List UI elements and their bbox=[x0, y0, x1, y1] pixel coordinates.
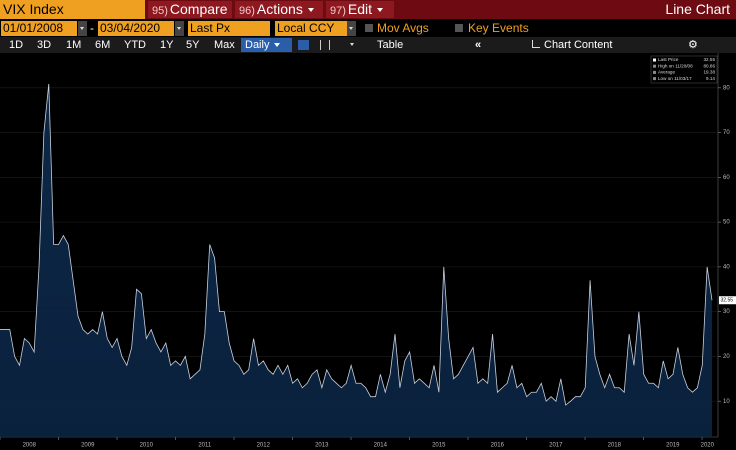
collapse-icon[interactable]: « bbox=[475, 39, 482, 51]
legend-swatch bbox=[653, 64, 656, 68]
key-events-label: Key Events bbox=[468, 21, 529, 35]
y-tick-label: 80 bbox=[723, 85, 730, 91]
x-tick-label: 2014 bbox=[374, 443, 388, 449]
period-button[interactable]: YTD bbox=[124, 39, 146, 51]
period-button[interactable]: 5Y bbox=[186, 39, 200, 51]
period-button[interactable]: 1Y bbox=[160, 39, 174, 51]
line-icon[interactable] bbox=[298, 40, 309, 50]
title-bar: VIX Index 95) Compare 96) Actions 97) Edit … bbox=[0, 0, 736, 19]
x-tick-label: 2010 bbox=[140, 443, 154, 449]
button-label: Actions bbox=[256, 1, 303, 17]
y-tick-label: 60 bbox=[723, 175, 730, 181]
x-tick-label: 2018 bbox=[608, 443, 622, 449]
security-field[interactable]: VIX Index bbox=[0, 0, 145, 19]
bar-icon[interactable] bbox=[320, 40, 330, 50]
legend-swatch bbox=[653, 77, 656, 81]
line bbox=[0, 83, 713, 406]
y-tick-label: 30 bbox=[723, 309, 730, 315]
end-date[interactable]: 03/04/2020 bbox=[98, 21, 174, 36]
y-tick-label: 70 bbox=[723, 130, 730, 136]
period-button[interactable]: 1D bbox=[9, 39, 24, 51]
button-label: Compare bbox=[169, 1, 228, 17]
legend-label: Average bbox=[658, 70, 675, 75]
y-tick-label: 20 bbox=[723, 354, 730, 360]
field-select[interactable]: Last Px bbox=[188, 21, 270, 36]
legend-swatch bbox=[653, 58, 656, 62]
currency-dropdown[interactable] bbox=[347, 21, 356, 36]
y-tick-label: 10 bbox=[723, 399, 730, 405]
x-tick-label: 2019 bbox=[666, 443, 680, 449]
x-tick-label: 2016 bbox=[491, 443, 505, 449]
currency-select[interactable]: Local CCY bbox=[275, 21, 347, 36]
settings-bar: 01/01/2008 - 03/04/2020 Last Px Local CC… bbox=[0, 19, 736, 37]
x-tick-label: 2017 bbox=[549, 443, 563, 449]
button-number: 97) bbox=[330, 5, 346, 17]
mov-avgs-label: Mov Avgs bbox=[377, 21, 429, 35]
calendar-button[interactable] bbox=[175, 21, 184, 36]
legend-value: 19.38 bbox=[704, 70, 716, 75]
x-tick-label: 2011 bbox=[198, 443, 212, 449]
last-price-tag bbox=[719, 296, 736, 305]
view-name: Line Chart bbox=[665, 1, 730, 17]
button-label: Edit bbox=[347, 1, 373, 17]
legend-value: 32.55 bbox=[704, 57, 716, 62]
area bbox=[0, 83, 712, 438]
chart-type-dropdown[interactable] bbox=[350, 43, 354, 46]
period-button[interactable]: 1M bbox=[66, 39, 82, 51]
frequency-label: Daily bbox=[245, 39, 270, 51]
legend-value: 9.14 bbox=[706, 76, 715, 81]
mov-avgs-checkbox[interactable] bbox=[365, 24, 373, 32]
actions-button[interactable]: 96) Actions bbox=[235, 1, 323, 18]
x-tick-label: 2008 bbox=[23, 443, 37, 449]
button-number: 95) bbox=[152, 5, 168, 17]
period-button[interactable]: Max bbox=[214, 39, 235, 51]
legend-label: High on 11/20/08 bbox=[658, 63, 693, 68]
period-button[interactable]: 6M bbox=[95, 39, 111, 51]
compare-button[interactable]: 95) Compare bbox=[148, 1, 232, 18]
x-tick-label: 2020 bbox=[701, 443, 715, 449]
frequency-select[interactable]: Daily bbox=[241, 38, 292, 52]
settings-icon[interactable]: ⚙ bbox=[688, 39, 698, 51]
last-price-label: 32.55 bbox=[721, 298, 734, 304]
x-tick-label: 2009 bbox=[81, 443, 95, 449]
x-tick-label: 2012 bbox=[257, 443, 271, 449]
edit-button[interactable]: 97) Edit bbox=[326, 1, 394, 18]
period-button[interactable]: 3D bbox=[37, 39, 52, 51]
chart-content-button[interactable]: Chart Content bbox=[532, 37, 612, 53]
y-tick-label: 40 bbox=[723, 264, 730, 270]
y-tick-label: 50 bbox=[723, 220, 730, 226]
legend-swatch bbox=[653, 70, 656, 74]
legend-box bbox=[650, 55, 718, 84]
table-button[interactable]: Table bbox=[377, 39, 404, 51]
period-bar: 1D 3D 1M 6M YTD 1Y 5Y Max Daily Table « … bbox=[0, 37, 736, 53]
chart-content-label: Chart Content bbox=[544, 39, 613, 51]
x-tick-label: 2015 bbox=[432, 443, 446, 449]
start-date[interactable]: 01/01/2008 bbox=[1, 21, 77, 36]
button-number: 96) bbox=[239, 5, 255, 17]
key-events-checkbox[interactable] bbox=[455, 24, 463, 32]
legend-label: Last Price bbox=[658, 57, 679, 62]
x-tick-label: 2013 bbox=[315, 443, 329, 449]
legend-label: Low on 11/03/17 bbox=[658, 76, 692, 81]
chart: 10 20 30 40 50 60 70 80 2008 2009 2010 2011 2012 2013… bbox=[0, 53, 736, 449]
date-separator: - bbox=[90, 21, 94, 35]
calendar-button[interactable] bbox=[78, 21, 87, 36]
legend-value: 80.86 bbox=[704, 63, 716, 68]
